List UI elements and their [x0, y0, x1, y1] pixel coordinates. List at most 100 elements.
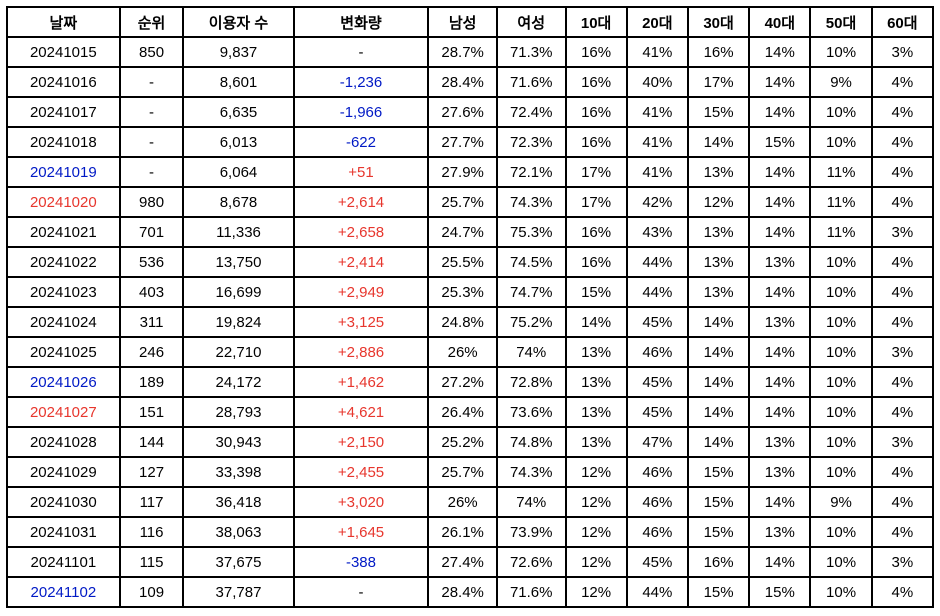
- cell-female: 71.6%: [497, 577, 566, 607]
- cell-users: 16,699: [183, 277, 293, 307]
- header-row: 날짜순위이용자 수변화량남성여성10대20대30대40대50대60대: [7, 7, 933, 37]
- cell-a40: 13%: [749, 427, 810, 457]
- cell-male: 25.5%: [428, 247, 497, 277]
- cell-a40: 15%: [749, 577, 810, 607]
- col-header-a20: 20대: [627, 7, 688, 37]
- cell-male: 28.4%: [428, 577, 497, 607]
- cell-rank: -: [120, 67, 184, 97]
- cell-a40: 14%: [749, 367, 810, 397]
- cell-a40: 13%: [749, 307, 810, 337]
- cell-a30: 14%: [688, 397, 749, 427]
- cell-a30: 14%: [688, 337, 749, 367]
- cell-a50: 10%: [810, 427, 871, 457]
- cell-a20: 46%: [627, 337, 688, 367]
- cell-date: 20241019: [7, 157, 120, 187]
- cell-a50: 11%: [810, 217, 871, 247]
- cell-a10: 13%: [566, 367, 627, 397]
- cell-users: 24,172: [183, 367, 293, 397]
- cell-a40: 14%: [749, 37, 810, 67]
- cell-a30: 15%: [688, 457, 749, 487]
- cell-a20: 43%: [627, 217, 688, 247]
- cell-a60: 4%: [872, 277, 933, 307]
- cell-rank: 403: [120, 277, 184, 307]
- cell-change: +1,645: [294, 517, 429, 547]
- cell-female: 73.6%: [497, 397, 566, 427]
- cell-change: +51: [294, 157, 429, 187]
- table-row: 20241018-6,013-62227.7%72.3%16%41%14%15%…: [7, 127, 933, 157]
- cell-a20: 41%: [627, 127, 688, 157]
- cell-a60: 4%: [872, 157, 933, 187]
- cell-a50: 10%: [810, 37, 871, 67]
- cell-a40: 14%: [749, 187, 810, 217]
- cell-a60: 3%: [872, 337, 933, 367]
- table-row: 2024102912733,398+2,45525.7%74.3%12%46%1…: [7, 457, 933, 487]
- cell-a10: 14%: [566, 307, 627, 337]
- table-row: 2024102814430,943+2,15025.2%74.8%13%47%1…: [7, 427, 933, 457]
- cell-change: -1,236: [294, 67, 429, 97]
- cell-rank: 144: [120, 427, 184, 457]
- cell-a50: 10%: [810, 307, 871, 337]
- cell-a20: 40%: [627, 67, 688, 97]
- cell-a30: 13%: [688, 157, 749, 187]
- cell-a10: 15%: [566, 277, 627, 307]
- cell-a30: 16%: [688, 547, 749, 577]
- cell-male: 28.4%: [428, 67, 497, 97]
- cell-change: +2,150: [294, 427, 429, 457]
- cell-a60: 4%: [872, 517, 933, 547]
- table-row: 2024102340316,699+2,94925.3%74.7%15%44%1…: [7, 277, 933, 307]
- cell-female: 75.2%: [497, 307, 566, 337]
- table-row: 2024102618924,172+1,46227.2%72.8%13%45%1…: [7, 367, 933, 397]
- cell-a10: 13%: [566, 397, 627, 427]
- cell-users: 13,750: [183, 247, 293, 277]
- cell-a10: 16%: [566, 67, 627, 97]
- col-header-a60: 60대: [872, 7, 933, 37]
- cell-a20: 45%: [627, 397, 688, 427]
- cell-rank: 536: [120, 247, 184, 277]
- cell-female: 74.3%: [497, 457, 566, 487]
- table-row: 2024110210937,787-28.4%71.6%12%44%15%15%…: [7, 577, 933, 607]
- cell-a60: 4%: [872, 577, 933, 607]
- cell-a60: 4%: [872, 67, 933, 97]
- cell-a60: 4%: [872, 127, 933, 157]
- cell-a60: 3%: [872, 217, 933, 247]
- cell-rank: 701: [120, 217, 184, 247]
- cell-rank: 151: [120, 397, 184, 427]
- cell-a40: 14%: [749, 217, 810, 247]
- cell-a50: 10%: [810, 457, 871, 487]
- cell-change: -: [294, 577, 429, 607]
- cell-rank: 246: [120, 337, 184, 367]
- cell-a20: 45%: [627, 307, 688, 337]
- cell-date: 20241028: [7, 427, 120, 457]
- cell-male: 27.9%: [428, 157, 497, 187]
- cell-a40: 13%: [749, 247, 810, 277]
- cell-a20: 44%: [627, 277, 688, 307]
- cell-a50: 10%: [810, 247, 871, 277]
- cell-a10: 16%: [566, 37, 627, 67]
- cell-date: 20241020: [7, 187, 120, 217]
- cell-female: 72.6%: [497, 547, 566, 577]
- cell-date: 20241024: [7, 307, 120, 337]
- cell-users: 8,678: [183, 187, 293, 217]
- cell-date: 20241027: [7, 397, 120, 427]
- cell-a40: 14%: [749, 97, 810, 127]
- cell-rank: 117: [120, 487, 184, 517]
- cell-a10: 16%: [566, 97, 627, 127]
- table-row: 2024102431119,824+3,12524.8%75.2%14%45%1…: [7, 307, 933, 337]
- table-row: 2024102524622,710+2,88626%74%13%46%14%14…: [7, 337, 933, 367]
- cell-a10: 12%: [566, 487, 627, 517]
- cell-male: 24.7%: [428, 217, 497, 247]
- cell-a30: 14%: [688, 307, 749, 337]
- cell-a10: 12%: [566, 577, 627, 607]
- cell-change: +3,020: [294, 487, 429, 517]
- cell-a10: 16%: [566, 247, 627, 277]
- cell-a20: 45%: [627, 547, 688, 577]
- cell-male: 27.2%: [428, 367, 497, 397]
- cell-change: +2,658: [294, 217, 429, 247]
- cell-a30: 15%: [688, 97, 749, 127]
- cell-a30: 17%: [688, 67, 749, 97]
- cell-change: +2,455: [294, 457, 429, 487]
- cell-date: 20241021: [7, 217, 120, 247]
- cell-a40: 14%: [749, 487, 810, 517]
- table-row: 2024103111638,063+1,64526.1%73.9%12%46%1…: [7, 517, 933, 547]
- cell-a20: 42%: [627, 187, 688, 217]
